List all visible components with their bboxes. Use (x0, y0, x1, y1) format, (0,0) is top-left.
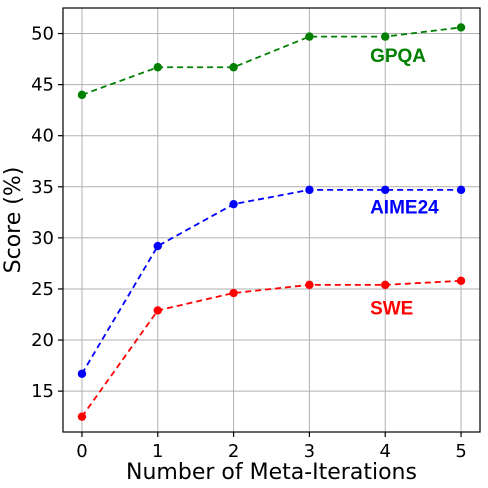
data-point-swe (77, 412, 87, 421)
y-tick-label: 40 (31, 126, 54, 147)
y-tick-label: 50 (31, 24, 54, 45)
y-tick-label: 25 (31, 279, 54, 300)
data-point-gpqa (456, 23, 466, 32)
y-tick-label: 35 (31, 177, 54, 198)
x-tick-label: 2 (228, 441, 239, 462)
data-point-aime24 (77, 369, 87, 378)
series-label-gpqa: GPQA (370, 46, 426, 67)
x-tick-label: 0 (76, 441, 87, 462)
data-point-swe (305, 280, 314, 290)
series-line-aime24 (81, 188, 462, 375)
y-tick-label: 15 (31, 381, 54, 402)
data-point-gpqa (77, 90, 87, 100)
data-point-swe (229, 288, 238, 298)
y-axis-title: Score (%) (1, 167, 26, 274)
data-point-gpqa (305, 32, 314, 41)
series-group (77, 23, 466, 421)
data-point-aime24 (229, 199, 238, 209)
data-point-gpqa (229, 63, 238, 72)
series-line-swe (81, 279, 462, 418)
y-axis-ticks: 15 20 25 30 35 40 45 50 (31, 24, 63, 402)
x-axis-ticks: 0 1 2 3 4 5 (76, 432, 467, 462)
x-tick-label: 1 (152, 441, 163, 462)
y-tick-label: 20 (31, 330, 54, 351)
y-tick-label: 45 (31, 75, 54, 96)
data-point-gpqa (381, 32, 390, 41)
data-point-aime24 (153, 241, 162, 251)
data-point-aime24 (305, 185, 314, 195)
grid (63, 8, 480, 432)
data-point-gpqa (153, 63, 162, 72)
series-label-aime24: AIME24 (370, 197, 439, 218)
x-axis-title: Number of Meta-Iterations (126, 460, 417, 485)
x-tick-label: 5 (455, 441, 466, 462)
series-labels: GPQA AIME24 SWE (370, 46, 439, 319)
plot-area-frame (62, 7, 481, 433)
data-point-aime24 (456, 185, 466, 195)
data-point-aime24 (381, 185, 390, 195)
series-swe (77, 276, 466, 421)
series-aime24 (77, 185, 466, 378)
x-tick-label: 3 (304, 441, 315, 462)
x-tick-label: 4 (380, 441, 391, 462)
series-label-swe: SWE (370, 299, 413, 320)
data-point-swe (456, 276, 466, 285)
series-gpqa (77, 23, 466, 100)
data-point-swe (381, 280, 390, 290)
y-tick-label: 30 (31, 228, 54, 249)
data-point-swe (153, 306, 162, 315)
